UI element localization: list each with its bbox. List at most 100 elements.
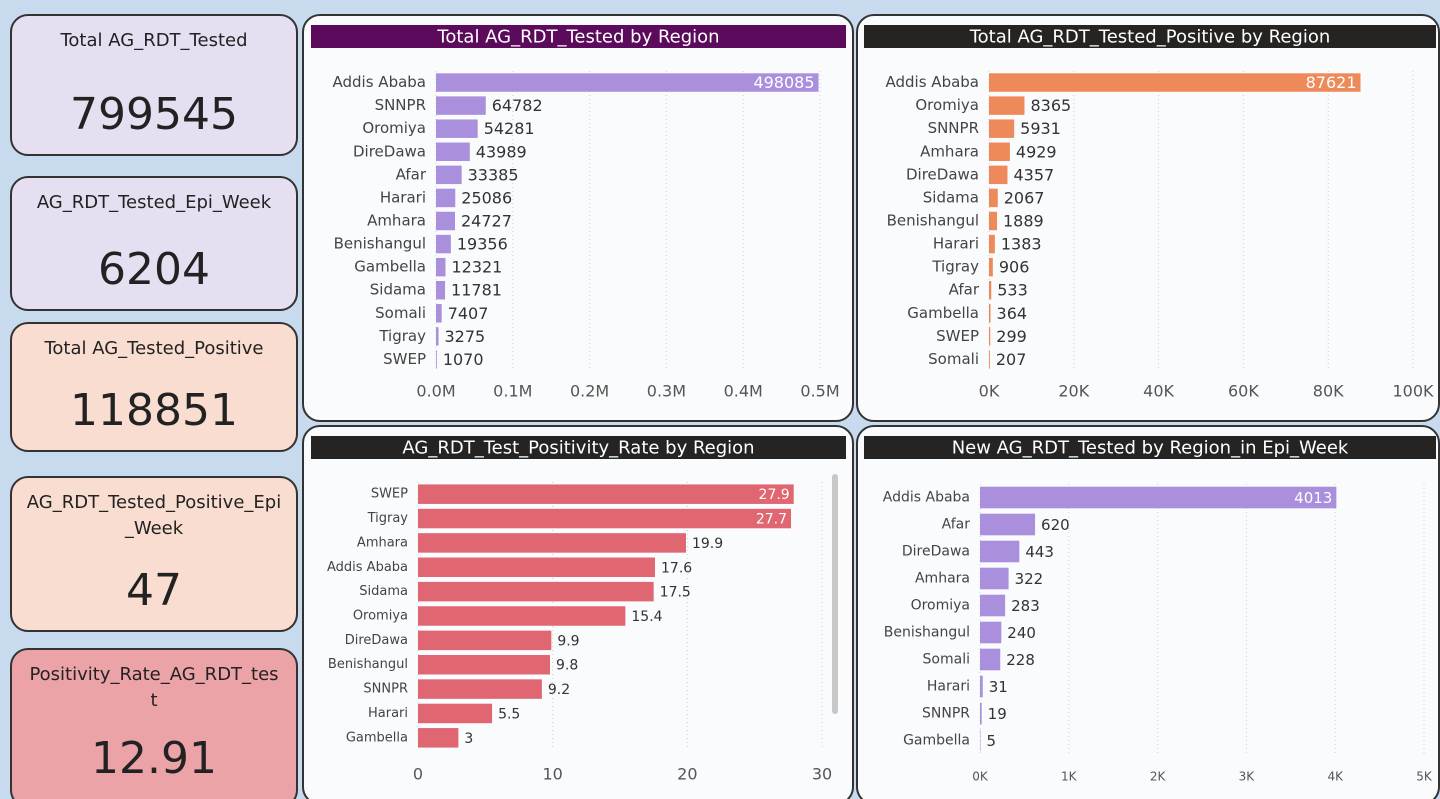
bar xyxy=(436,257,446,277)
bar xyxy=(436,96,486,115)
kpi-title: Positivity_Rate_AG_RDT_test xyxy=(29,664,279,711)
bar xyxy=(989,96,1025,115)
x-tick-label: 0.1M xyxy=(493,382,532,401)
bar xyxy=(436,304,442,323)
data-label: 443 xyxy=(1025,543,1054,561)
data-label: 498085 xyxy=(753,73,814,92)
bar xyxy=(418,679,542,699)
y-tick-label: Gambella xyxy=(907,304,979,322)
y-tick-label: DireDawa xyxy=(902,544,970,560)
data-label: 17.5 xyxy=(660,585,691,601)
data-label: 1070 xyxy=(443,350,484,369)
data-label: 228 xyxy=(1006,651,1035,669)
bar xyxy=(980,702,982,725)
data-label: 12321 xyxy=(451,258,502,277)
bar xyxy=(989,257,993,277)
y-tick-label: Oromiya xyxy=(915,96,979,114)
bar xyxy=(418,630,552,651)
y-tick-label: Somali xyxy=(923,652,970,668)
y-tick-label: Oromiya xyxy=(911,598,970,614)
y-tick-label: Oromiya xyxy=(353,609,408,624)
y-tick-label: SNNPR xyxy=(363,682,408,697)
title-bar xyxy=(311,436,846,459)
y-tick-label: Harari xyxy=(380,188,426,206)
data-label: 19 xyxy=(988,705,1007,723)
y-tick-label: Harari xyxy=(927,679,970,695)
data-label: 7407 xyxy=(448,304,489,323)
data-label: 31 xyxy=(989,678,1008,696)
data-label: 283 xyxy=(1011,597,1040,615)
bar xyxy=(418,703,493,724)
bar xyxy=(989,73,1361,92)
data-label: 1889 xyxy=(1003,212,1044,231)
y-tick-label: Harari xyxy=(368,706,408,721)
data-label: 19.9 xyxy=(692,536,723,552)
title-bar xyxy=(864,25,1436,48)
bar xyxy=(418,533,686,553)
y-tick-label: DireDawa xyxy=(906,165,979,183)
data-label: 1383 xyxy=(1001,235,1042,254)
x-tick-label: 0.0M xyxy=(416,382,455,401)
bar xyxy=(980,540,1020,563)
kpi-card: Total AG_Tested_Positive 118851 xyxy=(10,322,298,452)
y-tick-label: Afar xyxy=(942,517,971,533)
y-tick-label: Gambella xyxy=(346,730,408,745)
bar xyxy=(989,165,1008,185)
data-label: 24727 xyxy=(461,212,512,231)
chart-title: AG_RDT_Test_Positivity_Rate by Region xyxy=(402,438,754,459)
bar xyxy=(989,234,995,254)
bar xyxy=(436,281,446,300)
y-tick-label: Addis Ababa xyxy=(333,73,426,91)
kpi-title: AG_RDT_Tested_Positive_Epi_Week xyxy=(26,492,282,539)
x-tick-label: 0K xyxy=(979,382,1000,401)
chart-title: Total AG_RDT_Tested_Positive by Region xyxy=(969,27,1331,48)
y-tick-label: Amhara xyxy=(367,212,426,230)
bar xyxy=(989,188,998,208)
y-tick-label: DireDawa xyxy=(345,633,408,648)
kpi-value: 12.91 xyxy=(91,733,217,784)
y-tick-label: Benishangul xyxy=(884,625,970,641)
data-label: 54281 xyxy=(484,119,535,138)
bar xyxy=(436,211,455,231)
chart-title: New AG_RDT_Tested by Region_in Epi_Week xyxy=(952,438,1349,459)
x-tick-label: 0.5M xyxy=(800,382,839,401)
kpi-title: Total AG_RDT_Tested xyxy=(60,30,248,51)
scrollbar xyxy=(832,474,838,714)
bar xyxy=(989,350,990,369)
y-tick-label: Benishangul xyxy=(887,212,979,230)
x-tick-label: 40K xyxy=(1143,382,1174,401)
y-tick-label: Benishangul xyxy=(334,235,426,253)
bar xyxy=(436,165,462,185)
data-label: 4929 xyxy=(1016,142,1057,161)
bar xyxy=(989,142,1010,161)
data-label: 620 xyxy=(1041,516,1070,534)
y-tick-label: SNNPR xyxy=(928,119,979,137)
x-tick-label: 10 xyxy=(542,765,562,784)
x-tick-label: 3K xyxy=(1239,770,1256,784)
bar xyxy=(980,675,983,698)
x-tick-label: 2K xyxy=(1150,770,1167,784)
bar xyxy=(980,594,1006,617)
chart-title: Total AG_RDT_Tested by Region xyxy=(436,27,719,48)
x-tick-label: 80K xyxy=(1313,382,1344,401)
data-label: 5931 xyxy=(1020,119,1061,138)
data-label: 87621 xyxy=(1306,73,1357,92)
bar xyxy=(989,327,991,346)
data-label: 9.8 xyxy=(556,658,578,674)
y-tick-label: Sidama xyxy=(923,188,979,206)
x-tick-label: 0.4M xyxy=(724,382,763,401)
data-label: 27.9 xyxy=(759,487,790,503)
bar xyxy=(436,327,439,346)
kpi-value: 6204 xyxy=(98,244,210,295)
bar xyxy=(418,581,654,602)
bar xyxy=(418,606,626,626)
title-bar xyxy=(864,436,1436,459)
y-tick-label: Tigray xyxy=(931,258,979,276)
y-tick-label: Tigray xyxy=(367,511,409,526)
data-label: 322 xyxy=(1015,570,1044,588)
y-tick-label: Somali xyxy=(375,304,426,322)
data-label: 33385 xyxy=(468,165,519,184)
data-label: 64782 xyxy=(492,96,543,115)
y-tick-label: Gambella xyxy=(354,258,426,276)
